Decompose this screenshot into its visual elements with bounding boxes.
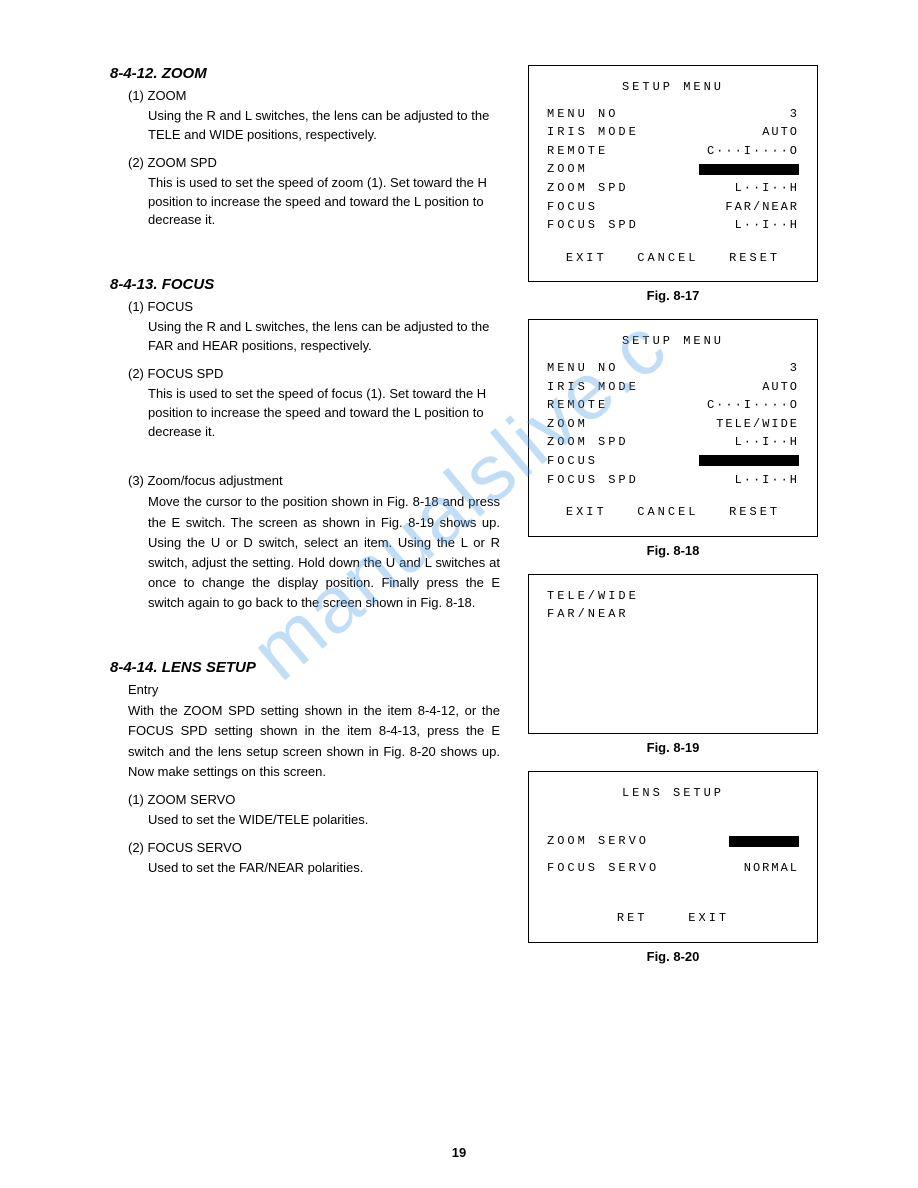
menu-row-label: REMOTE <box>547 396 608 415</box>
menu-row-label: REMOTE <box>547 142 608 161</box>
menu-row-label: ZOOM <box>547 415 588 434</box>
highlight-bar <box>699 160 799 179</box>
menu-row-value: AUTO <box>762 378 799 397</box>
section-heading-focus: 8-4-13. FOCUS <box>110 276 500 293</box>
menu-row-label: ZOOM SPD <box>547 433 629 452</box>
item-body: Used to set the WIDE/TELE polarities. <box>148 811 500 830</box>
figure-caption: Fig. 8-18 <box>528 543 818 558</box>
figure-box-8-18: SETUP MENU MENU NO 3 IRIS MODE AUTO REMOTE… <box>528 319 818 536</box>
figure-caption: Fig. 8-20 <box>528 949 818 964</box>
section-heading-zoom: 8-4-12. ZOOM <box>110 65 500 82</box>
menu-row-label: FOCUS SERVO <box>547 859 659 878</box>
figure-box-8-19: TELE/WIDE FAR/NEAR <box>528 574 818 734</box>
manual-page: manualslive.c 8-4-12. ZOOM (1) ZOOM Usin… <box>0 0 918 1188</box>
page-number: 19 <box>0 1145 918 1160</box>
item-label: (3) Zoom/focus adjustment <box>128 473 500 488</box>
item-label: (1) ZOOM <box>128 88 500 103</box>
item-body: Used to set the FAR/NEAR polarities. <box>148 859 500 878</box>
item-body: Using the R and L switches, the lens can… <box>148 107 500 145</box>
screen-line: TELE/WIDE <box>547 587 799 606</box>
menu-title: SETUP MENU <box>547 332 799 351</box>
menu-row-label: FOCUS <box>547 198 598 217</box>
item-body: Using the R and L switches, the lens can… <box>148 318 500 356</box>
menu-title: SETUP MENU <box>547 78 799 97</box>
figure-box-8-20: LENS SETUP ZOOM SERVO FOCUS SERVONORMAL … <box>528 771 818 943</box>
menu-row-value: L··I··H <box>735 216 799 235</box>
screen-line: FAR/NEAR <box>547 605 799 624</box>
menu-row-value: L··I··H <box>735 471 799 490</box>
menu-row-label: ZOOM <box>547 160 588 179</box>
menu-row-value: L··I··H <box>735 433 799 452</box>
item-body: This is used to set the speed of focus (… <box>148 385 500 442</box>
menu-row-label: ZOOM SERVO <box>547 832 649 851</box>
menu-row-value: C···I····O <box>707 142 799 161</box>
menu-row-value: NORMAL <box>744 859 799 878</box>
item-body: Move the cursor to the position shown in… <box>148 492 500 613</box>
figure-caption: Fig. 8-17 <box>528 288 818 303</box>
figure-box-8-17: SETUP MENU MENU NO 3 IRIS MODE AUTO REMOTE… <box>528 65 818 282</box>
menu-title: LENS SETUP <box>547 784 799 803</box>
menu-row-label: FOCUS <box>547 452 598 471</box>
menu-row-value: TELE/WIDE <box>716 415 799 434</box>
item-label: (1) FOCUS <box>128 299 500 314</box>
figure-caption: Fig. 8-19 <box>528 740 818 755</box>
menu-row-label: IRIS MODE <box>547 378 639 397</box>
menu-row-label: MENU NO <box>547 359 618 378</box>
menu-row-value: L··I··H <box>735 179 799 198</box>
menu-row-value: FAR/NEAR <box>725 198 799 217</box>
entry-label: Entry <box>128 682 500 697</box>
menu-footer: RET EXIT <box>529 909 817 928</box>
item-label: (2) ZOOM SPD <box>128 155 500 170</box>
menu-footer: EXIT CANCEL RESET <box>547 249 799 268</box>
entry-body: With the ZOOM SPD setting shown in the i… <box>128 701 500 782</box>
menu-row-value: AUTO <box>762 123 799 142</box>
highlight-bar <box>729 832 799 851</box>
two-column-layout: 8-4-12. ZOOM (1) ZOOM Using the R and L … <box>110 65 818 980</box>
menu-row-label: FOCUS SPD <box>547 216 639 235</box>
menu-row-value: C···I····O <box>707 396 799 415</box>
menu-row-value: 3 <box>790 105 799 124</box>
menu-row-label: IRIS MODE <box>547 123 639 142</box>
menu-row-label: MENU NO <box>547 105 618 124</box>
section-heading-lens-setup: 8-4-14. LENS SETUP <box>110 659 500 676</box>
menu-footer: EXIT CANCEL RESET <box>547 503 799 522</box>
item-body: This is used to set the speed of zoom (1… <box>148 174 500 231</box>
left-column: 8-4-12. ZOOM (1) ZOOM Using the R and L … <box>110 65 500 980</box>
item-label: (2) FOCUS SERVO <box>128 840 500 855</box>
item-label: (2) FOCUS SPD <box>128 366 500 381</box>
item-label: (1) ZOOM SERVO <box>128 792 500 807</box>
highlight-bar <box>699 452 799 471</box>
menu-row-label: ZOOM SPD <box>547 179 629 198</box>
menu-row-value: 3 <box>790 359 799 378</box>
menu-row-label: FOCUS SPD <box>547 471 639 490</box>
right-column: SETUP MENU MENU NO 3 IRIS MODE AUTO REMOTE… <box>528 65 818 980</box>
